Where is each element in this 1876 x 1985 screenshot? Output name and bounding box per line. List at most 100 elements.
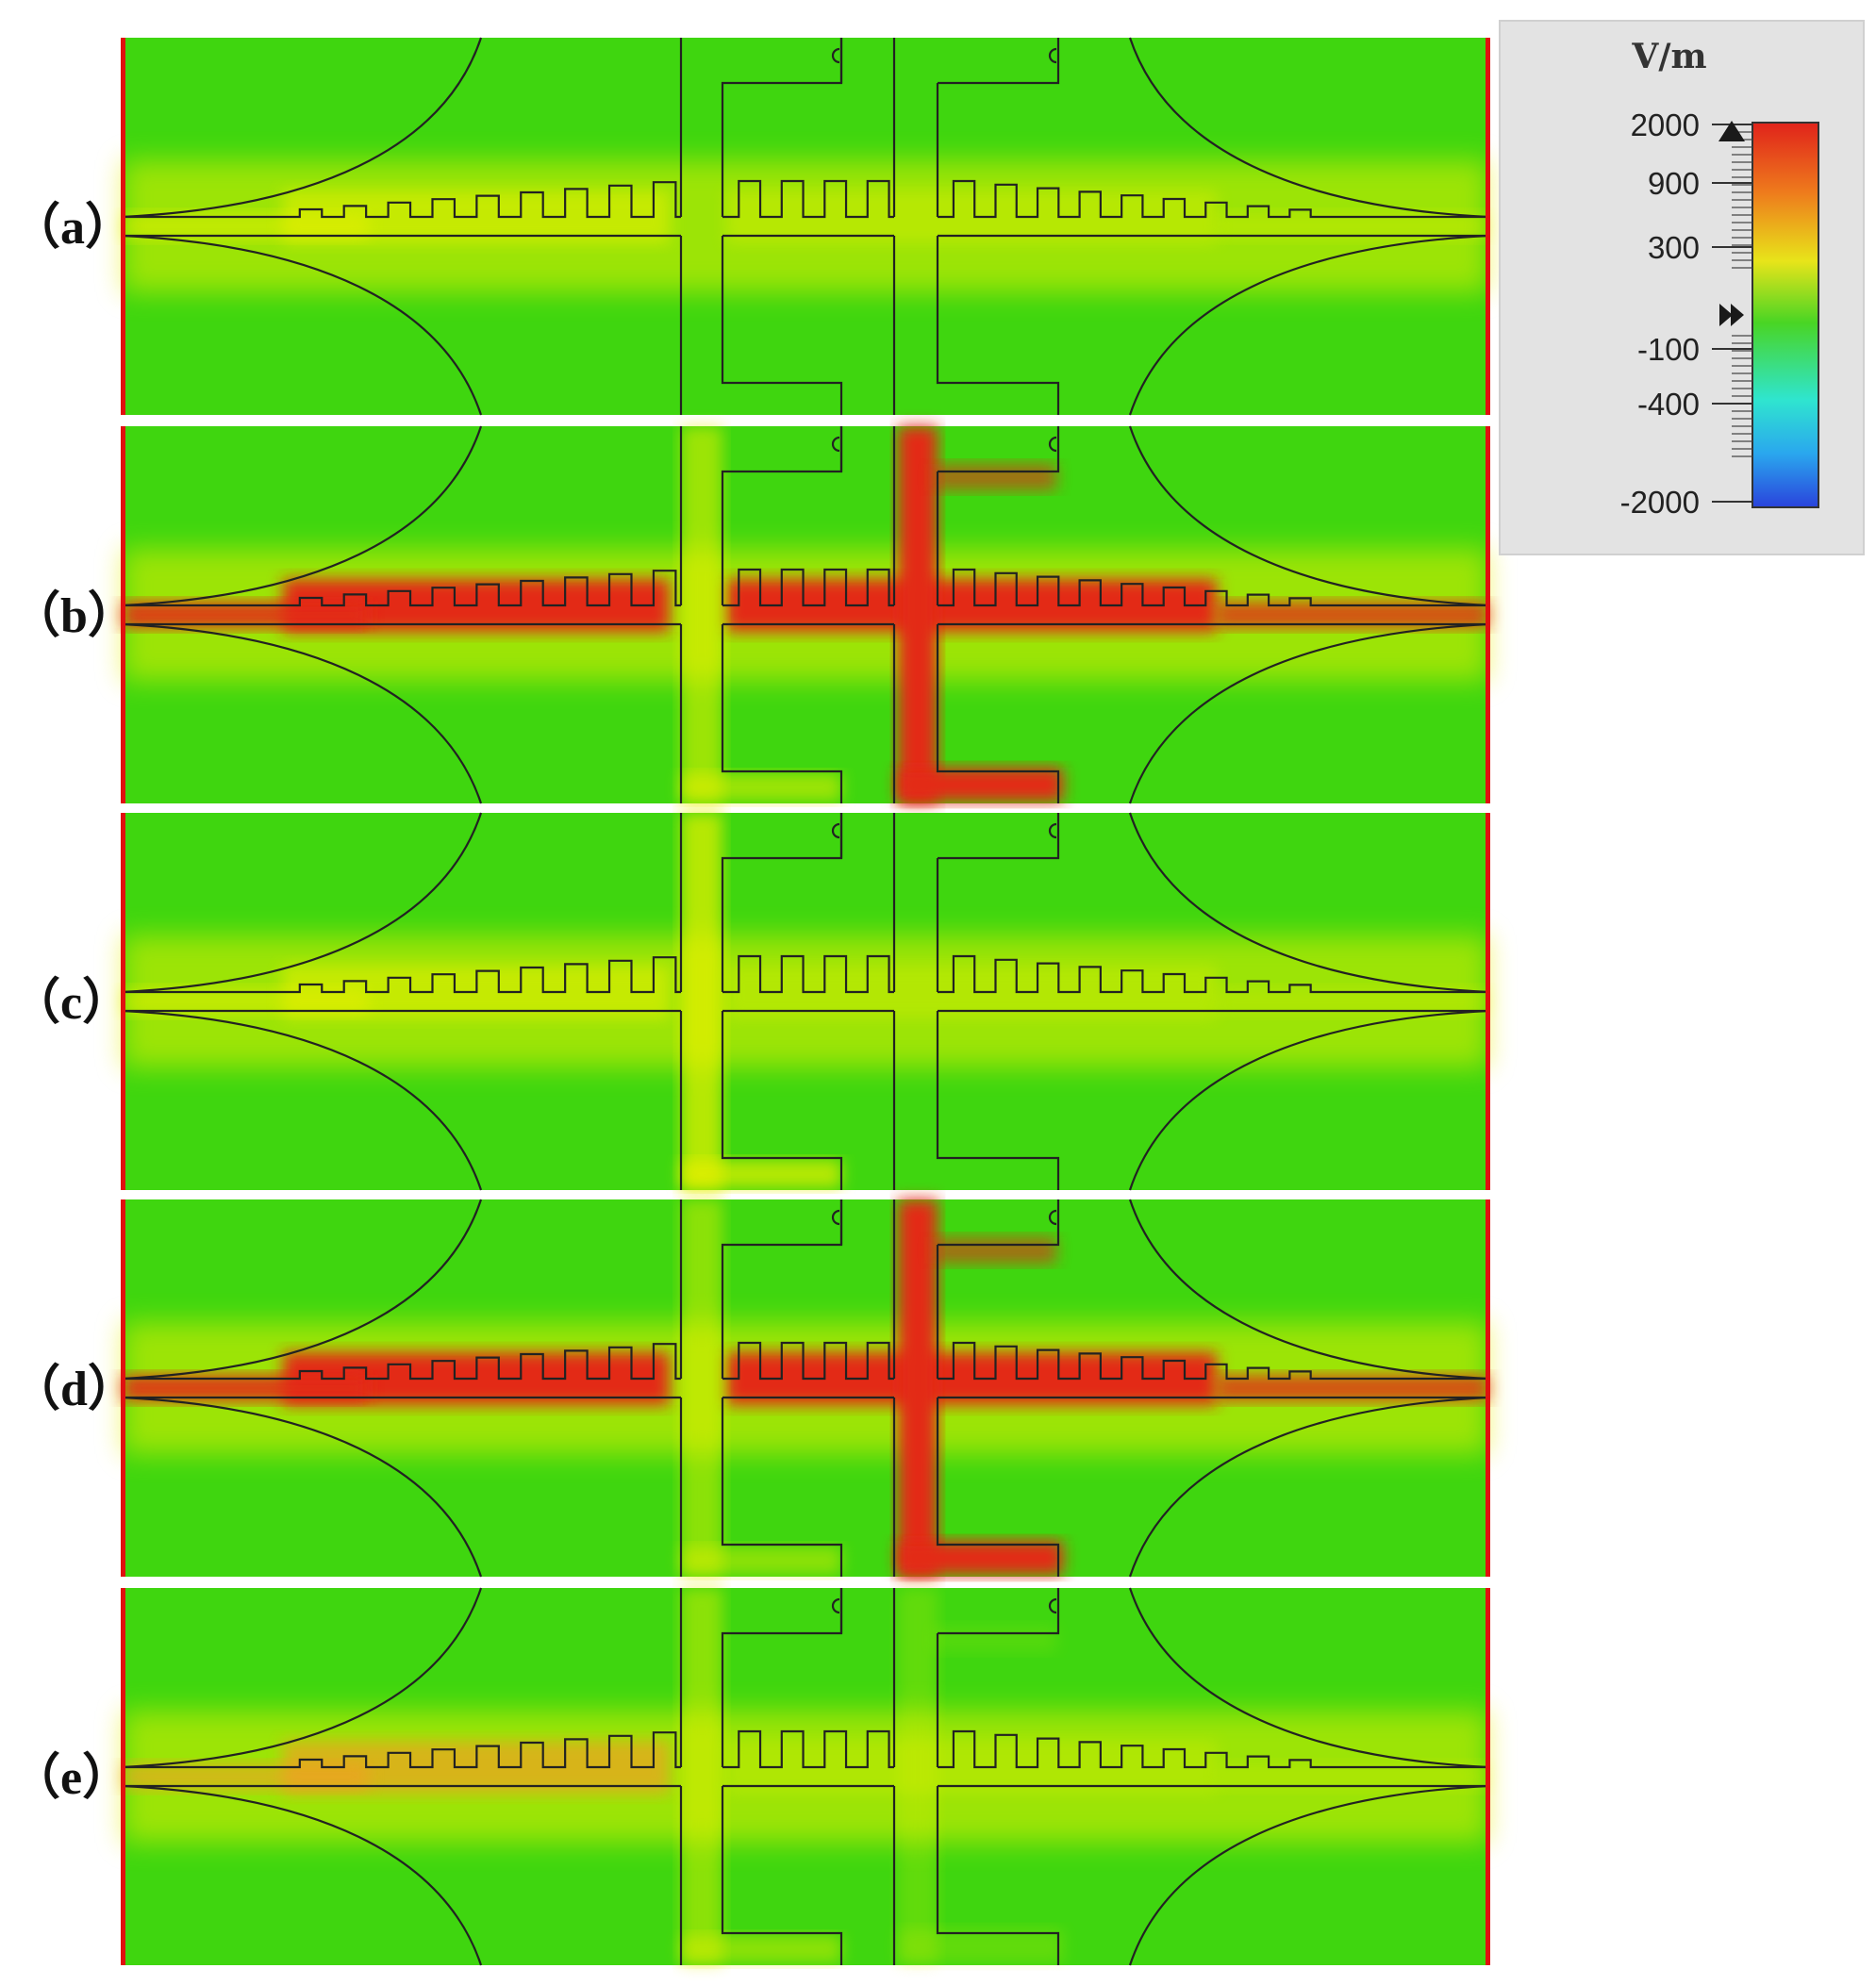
stub-glow-left bbox=[681, 1588, 722, 1965]
taper-top-right bbox=[1128, 1199, 1489, 1381]
small-c-left bbox=[831, 47, 840, 64]
stub-glow-left bbox=[681, 426, 722, 803]
stub-right-top bbox=[936, 426, 1060, 605]
stub-foot-glow-left bbox=[681, 1935, 841, 1963]
taper-bottom-right bbox=[1128, 234, 1489, 416]
colorbar-minor-ticks bbox=[1732, 131, 1752, 457]
panel-label-c: （c） bbox=[11, 975, 131, 1030]
stub-foot-glow-left bbox=[681, 1160, 841, 1188]
small-c-right bbox=[1048, 47, 1057, 64]
small-c-left bbox=[831, 822, 840, 839]
corrugation-left bbox=[283, 1731, 681, 1769]
colorbar-unit-label: V/m bbox=[1631, 37, 1706, 76]
stub-right-top bbox=[936, 38, 1060, 217]
stub-left-bottom bbox=[679, 624, 843, 803]
taper-bottom-right bbox=[1128, 622, 1489, 804]
stub-left-bottom bbox=[679, 236, 843, 415]
port-edge-left bbox=[121, 1199, 125, 1577]
stub-foot-glow-left bbox=[681, 773, 841, 802]
port-edge-left bbox=[121, 426, 125, 803]
corrugation-mid bbox=[722, 954, 894, 994]
taper-bottom-left bbox=[122, 234, 483, 416]
stub-right-bottom bbox=[936, 1398, 1060, 1577]
field-panel-a: （a） bbox=[11, 37, 1490, 416]
panel-label-a: （a） bbox=[11, 200, 134, 255]
colorbar-tick-label: -100 bbox=[1637, 332, 1700, 367]
corrugation-right bbox=[938, 1341, 1316, 1381]
colorbar-tick-label: 300 bbox=[1648, 230, 1700, 265]
stub-arm-glow-right bbox=[934, 1237, 1056, 1264]
stub-foot-glow-left bbox=[681, 1547, 841, 1575]
stub-right-bottom bbox=[936, 1011, 1060, 1190]
corrugation-right bbox=[938, 179, 1316, 219]
stub-arm-glow-right bbox=[934, 1626, 1056, 1652]
panel-label-b: （b） bbox=[11, 588, 137, 643]
taper-top-right bbox=[1128, 1587, 1489, 1769]
corrugation-mid bbox=[722, 179, 894, 219]
colorbar-marker-a bbox=[1719, 304, 1733, 326]
port-edge-right bbox=[1486, 1199, 1490, 1577]
taper-bottom-left bbox=[122, 622, 483, 804]
taper-top-left bbox=[122, 812, 483, 994]
taper-top-right bbox=[1128, 425, 1489, 607]
panel-label-d: （d） bbox=[11, 1362, 137, 1416]
taper-bottom-right bbox=[1128, 1396, 1489, 1578]
taper-bottom-left bbox=[122, 1396, 483, 1578]
corrugation-left bbox=[283, 570, 681, 607]
colorbar-marker-b bbox=[1731, 304, 1744, 326]
taper-top-right bbox=[1128, 37, 1489, 219]
stub-foot-glow-right bbox=[898, 1929, 1063, 1963]
field-panel-e: （e） bbox=[11, 1587, 1490, 1966]
panel-label-e: （e） bbox=[11, 1750, 131, 1805]
taper-top-left bbox=[122, 1199, 483, 1381]
stub-left-bottom bbox=[679, 1786, 843, 1965]
colorbar-gradient bbox=[1751, 122, 1819, 508]
field-panel-b: （b） bbox=[11, 425, 1490, 804]
colorbar-legend: V/m 2000 900 300 -100 -400 -2000 bbox=[1499, 20, 1865, 555]
corrugation-mid bbox=[722, 1341, 894, 1381]
port-edge-left bbox=[121, 813, 125, 1190]
corrugation-left bbox=[283, 956, 681, 994]
structure-outline bbox=[122, 1199, 1489, 1578]
stub-glow-left bbox=[681, 813, 722, 1190]
stub-arm-glow-right bbox=[934, 464, 1056, 490]
small-c-left bbox=[831, 436, 840, 453]
taper-bottom-right bbox=[1128, 1784, 1489, 1966]
small-c-left bbox=[831, 1209, 840, 1226]
stub-foot-glow-right bbox=[898, 1541, 1063, 1575]
stub-right-top bbox=[936, 813, 1060, 992]
field-panel-d: （d） bbox=[11, 1199, 1490, 1578]
structure-outline bbox=[122, 425, 1489, 804]
stub-glow-right bbox=[898, 1588, 938, 1965]
colorbar-tick-label: -2000 bbox=[1620, 485, 1700, 520]
colorbar-tick-label: 2000 bbox=[1631, 108, 1700, 142]
taper-bottom-left bbox=[122, 1784, 483, 1966]
structure-outline bbox=[122, 37, 1489, 416]
corrugation-left bbox=[283, 1343, 681, 1381]
corrugation-left bbox=[283, 181, 681, 219]
port-edge-right bbox=[1486, 1588, 1490, 1965]
colorbar-tick-label: 900 bbox=[1648, 166, 1700, 201]
stub-left-bottom bbox=[679, 1398, 843, 1577]
small-c-right bbox=[1048, 1209, 1057, 1226]
port-edge-right bbox=[1486, 813, 1490, 1190]
colorbar-tick-label: -400 bbox=[1637, 387, 1700, 422]
port-edge-right bbox=[1486, 38, 1490, 415]
corrugation-right bbox=[938, 568, 1316, 607]
stub-right-top bbox=[936, 1588, 1060, 1767]
stub-glow-right bbox=[898, 1199, 938, 1577]
small-c-right bbox=[1048, 1597, 1057, 1614]
taper-top-left bbox=[122, 1587, 483, 1769]
stub-right-bottom bbox=[936, 236, 1060, 415]
corrugation-mid bbox=[722, 1729, 894, 1769]
port-edge-left bbox=[121, 38, 125, 415]
corrugation-mid bbox=[722, 568, 894, 607]
taper-bottom-right bbox=[1128, 1009, 1489, 1191]
stub-left-bottom bbox=[679, 1011, 843, 1190]
taper-bottom-left bbox=[122, 1009, 483, 1191]
taper-top-right bbox=[1128, 812, 1489, 994]
taper-top-left bbox=[122, 37, 483, 219]
structure-outline bbox=[122, 812, 1489, 1191]
small-c-left bbox=[831, 1597, 840, 1614]
